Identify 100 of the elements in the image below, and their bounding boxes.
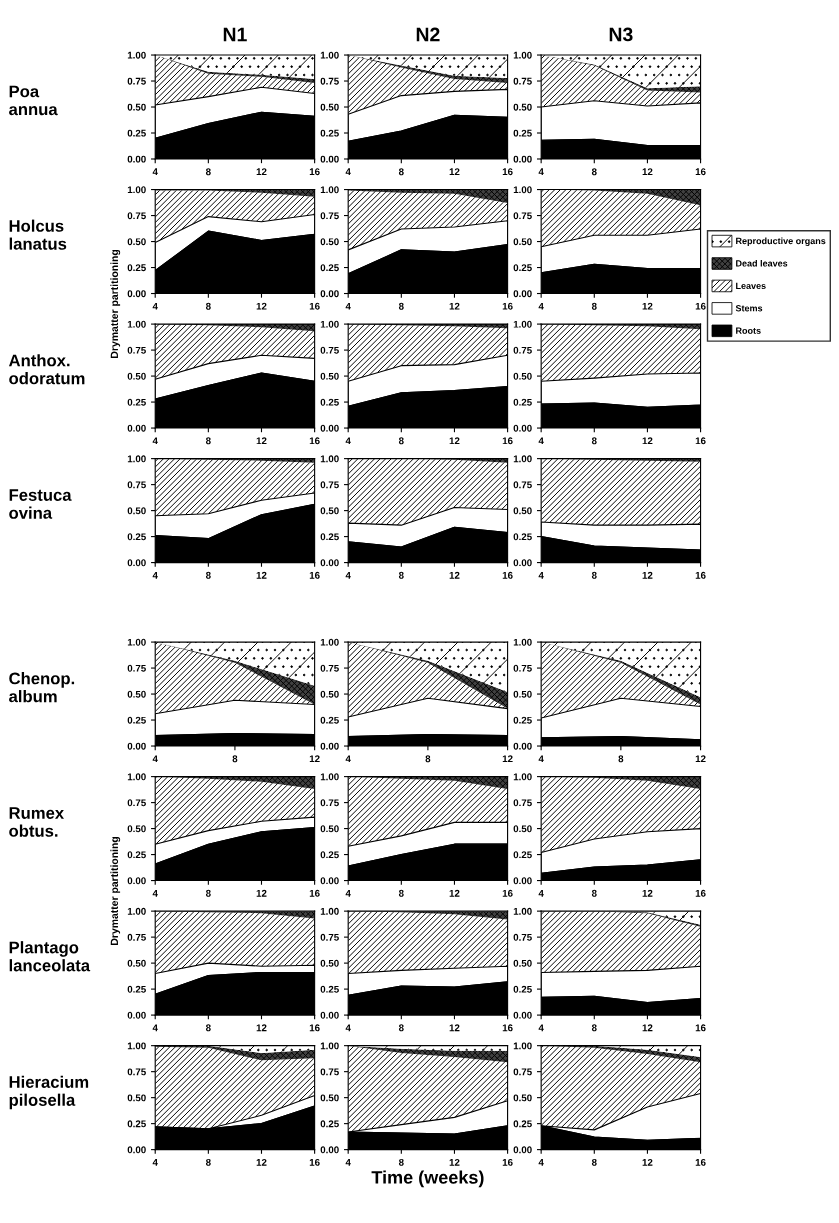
y-tick-label: 0.75 xyxy=(127,346,146,354)
x-tick-label: 8 xyxy=(591,1024,597,1032)
x-tick-label: 8 xyxy=(398,889,404,897)
y-tick-label: 1.00 xyxy=(513,1042,532,1050)
x-tick-label: 12 xyxy=(449,889,460,897)
x-tick-label: 16 xyxy=(502,1024,513,1032)
x-tick-label: 12 xyxy=(449,302,460,310)
y-tick-label: 0.75 xyxy=(513,212,532,220)
y-tick-label: 0.75 xyxy=(127,77,146,85)
x-tick-label: 8 xyxy=(425,755,431,763)
y-tick-label: 1.00 xyxy=(513,638,532,646)
x-tick-label: 16 xyxy=(695,168,706,176)
y-tick-label: 0.75 xyxy=(320,664,339,672)
y-tick-label: 0.50 xyxy=(127,372,146,380)
y-tick-label: 0.50 xyxy=(513,959,532,967)
y-tick-label: 0.75 xyxy=(320,933,339,941)
x-tick-label: 16 xyxy=(695,1158,706,1166)
x-tick-label: 12 xyxy=(449,571,460,579)
text: Plantago lanceolata xyxy=(9,941,91,972)
y-tick-label: 0.75 xyxy=(513,664,532,672)
x-tick-label: 12 xyxy=(309,755,320,763)
x-tick-label: 8 xyxy=(398,437,404,445)
y-tick-label: 1.00 xyxy=(320,186,339,194)
y-tick-label: 0.25 xyxy=(127,1120,146,1128)
y-tick-label: 0.00 xyxy=(127,742,146,750)
x-tick-label: 12 xyxy=(642,437,653,445)
x-tick-label: 16 xyxy=(309,571,320,579)
x-tick-label: 8 xyxy=(205,889,211,897)
x-tick-label: 4 xyxy=(538,1024,544,1032)
y-tick-label: 1.00 xyxy=(127,773,146,781)
y-tick-label: 1.00 xyxy=(127,51,146,59)
y-tick-label: 0.50 xyxy=(513,507,532,515)
y-tick-label: 0.25 xyxy=(513,264,532,272)
x-tick-label: 8 xyxy=(618,755,624,763)
y-tick-label: 1.00 xyxy=(320,320,339,328)
y-tick-label: 0.75 xyxy=(320,1068,339,1076)
x-tick-label: 8 xyxy=(205,1024,211,1032)
x-tick-label: 12 xyxy=(642,168,653,176)
x-tick-label: 16 xyxy=(309,168,320,176)
x-tick-label: 12 xyxy=(256,571,267,579)
x-tick-label: 8 xyxy=(205,1158,211,1166)
text: Chenop. album xyxy=(9,672,75,703)
x-tick-label: 4 xyxy=(152,1159,158,1166)
y-tick-label: 0.00 xyxy=(320,559,339,567)
x-tick-label: 12 xyxy=(642,1024,653,1032)
y-tick-label: 0.00 xyxy=(320,742,339,750)
x-tick-label: 4 xyxy=(538,889,544,897)
x-tick-label: 16 xyxy=(502,302,513,310)
y-tick-label: 0.50 xyxy=(127,690,146,698)
y-tick-label: 0.00 xyxy=(127,559,146,567)
x-tick-label: 8 xyxy=(232,755,238,763)
y-tick-label: 0.75 xyxy=(320,346,339,354)
y-tick-label: 0.25 xyxy=(513,533,532,541)
y-tick-label: 0.00 xyxy=(320,1146,339,1154)
x-tick-label: 4 xyxy=(152,168,158,176)
y-tick-label: 1.00 xyxy=(513,51,532,59)
x-tick-label: 12 xyxy=(449,1024,460,1032)
y-tick-label: 0.25 xyxy=(513,716,532,724)
y-tick-label: 0.25 xyxy=(127,129,146,137)
chart-title: N3 xyxy=(609,27,633,42)
x-tick-label: 8 xyxy=(591,1158,597,1166)
x-tick-label: 4 xyxy=(345,168,351,176)
y-tick-label: 0.50 xyxy=(513,825,532,833)
y-tick-label: 1.00 xyxy=(127,455,146,463)
chart-title: N2 xyxy=(416,27,440,42)
y-tick-label: 0.50 xyxy=(127,1094,146,1102)
y-tick-label: 0.25 xyxy=(127,851,146,859)
x-tick-label: 4 xyxy=(345,1024,351,1032)
text: Poa annua xyxy=(9,85,58,116)
x-tick-label: 12 xyxy=(256,1024,267,1032)
y-tick-label: 0.75 xyxy=(320,481,339,489)
y-tick-label: 0.00 xyxy=(320,155,339,163)
y-tick-label: 1.00 xyxy=(513,907,532,915)
x-tick-label: 8 xyxy=(591,889,597,897)
y-tick-label: 0.75 xyxy=(513,933,532,941)
y-tick-label: 1.00 xyxy=(320,638,339,646)
x-tick-label: 8 xyxy=(205,302,211,310)
y-tick-label: 0.25 xyxy=(513,851,532,859)
y-tick-label: 0.50 xyxy=(127,103,146,111)
y-tick-label: 0.50 xyxy=(127,507,146,515)
y-tick-label: 1.00 xyxy=(320,51,339,59)
y-tick-label: 1.00 xyxy=(320,455,339,463)
y-tick-label: 1.00 xyxy=(127,320,146,328)
x-tick-label: 12 xyxy=(449,1158,460,1166)
y-tick-label: 0.50 xyxy=(320,825,339,833)
x-tick-label: 16 xyxy=(502,1158,513,1166)
y-tick-label: 0.25 xyxy=(320,533,339,541)
y-tick-label: 0.25 xyxy=(513,129,532,137)
x-tick-label: 12 xyxy=(695,755,706,763)
text: Holcus lanatus xyxy=(9,219,67,250)
text: Anthox. odoratum xyxy=(8,354,85,385)
y-tick-label: 0.75 xyxy=(513,799,532,807)
y-tick-label: 0.50 xyxy=(127,825,146,833)
text: Rumex obtus. xyxy=(9,807,65,837)
legend-label: Leaves xyxy=(736,282,766,289)
x-tick-label: 4 xyxy=(152,571,158,579)
x-tick-label: 4 xyxy=(345,571,351,579)
x-tick-label: 16 xyxy=(695,302,706,310)
x-tick-label: 16 xyxy=(309,437,320,445)
x-tick-label: 8 xyxy=(398,571,404,579)
